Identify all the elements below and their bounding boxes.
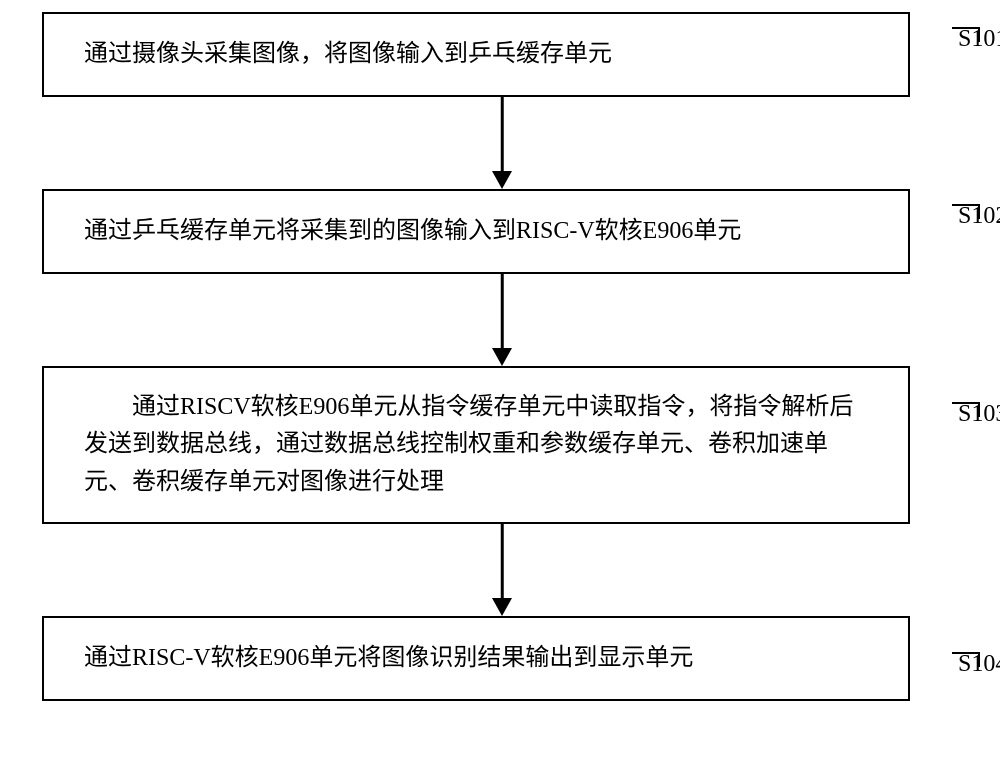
flowchart-container: 通过摄像头采集图像，将图像输入到乒乓缓存单元 S101 通过乒乓缓存单元将采集到…: [42, 12, 962, 701]
step-box-s101: 通过摄像头采集图像，将图像输入到乒乓缓存单元: [42, 12, 910, 97]
step-label-s102: S102: [958, 203, 1000, 230]
step-label-s101: S101: [958, 26, 1000, 53]
arrow-1: [42, 97, 962, 189]
step-text-s103: 通过RISCV软核E906单元从指令缓存单元中读取指令，将指令解析后发送到数据总…: [84, 389, 868, 501]
arrow-3: [42, 524, 962, 616]
step-text-s101: 通过摄像头采集图像，将图像输入到乒乓缓存单元: [84, 36, 868, 73]
step-box-s104: 通过RISC-V软核E906单元将图像识别结果输出到显示单元: [42, 616, 910, 701]
step-box-s103: 通过RISCV软核E906单元从指令缓存单元中读取指令，将指令解析后发送到数据总…: [42, 366, 910, 524]
step-text-s104: 通过RISC-V软核E906单元将图像识别结果输出到显示单元: [84, 640, 868, 677]
step-label-s103: S103: [958, 401, 1000, 428]
arrow-2: [42, 274, 962, 366]
step-box-s102: 通过乒乓缓存单元将采集到的图像输入到RISC-V软核E906单元: [42, 189, 910, 274]
step-text-s102: 通过乒乓缓存单元将采集到的图像输入到RISC-V软核E906单元: [84, 213, 868, 250]
step-label-s104: S104: [958, 651, 1000, 678]
